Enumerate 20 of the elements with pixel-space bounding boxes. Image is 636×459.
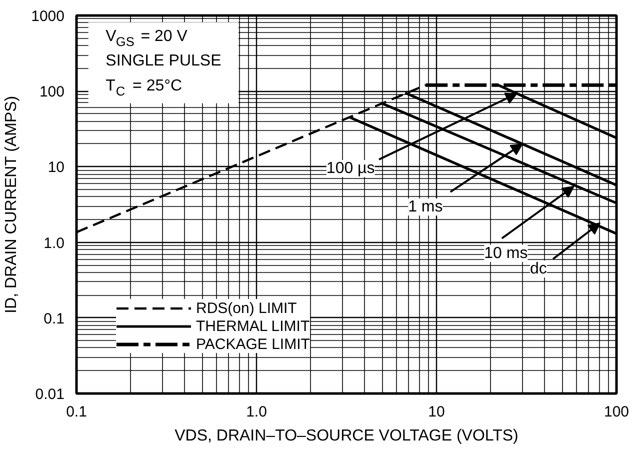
legend-label: PACKAGE LIMIT: [196, 335, 310, 353]
y-tick-label: 0.01: [35, 386, 65, 403]
x-tick-label: 0.1: [66, 404, 87, 420]
y-axis-title: ID, DRAIN CURRENT (AMPS): [3, 96, 20, 314]
x-tick-label: 1.0: [246, 404, 267, 420]
annotation: 100 µs: [326, 160, 375, 177]
annotation: SINGLE PULSE: [106, 52, 222, 70]
y-tick-label: 0.1: [44, 310, 65, 328]
x-tick-label: 10: [428, 404, 445, 420]
legend-label: RDS(on) LIMIT: [196, 299, 297, 317]
y-tick-label: 10: [48, 159, 65, 176]
y-tick-label: 1.0: [44, 234, 65, 252]
x-tick-label: 100: [604, 404, 630, 420]
annotation: 10 ms: [484, 244, 528, 262]
legend-label: THERMAL LIMIT: [196, 317, 310, 335]
x-axis-title: VDS, DRAIN–TO–SOURCE VOLTAGE (VOLTS): [174, 428, 518, 444]
y-tick-label: 100: [39, 84, 65, 101]
y-tick-label: 1000: [31, 8, 65, 25]
annotation: dc: [530, 260, 547, 278]
annotation: 1 ms: [408, 198, 443, 216]
